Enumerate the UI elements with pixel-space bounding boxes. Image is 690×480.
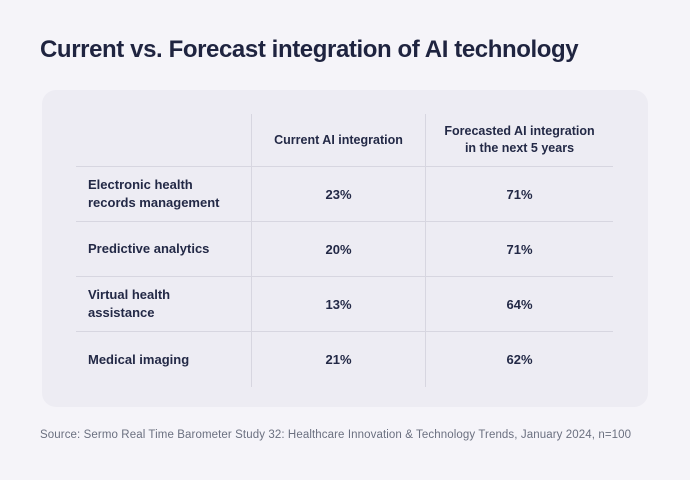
row-label-virtual-health: Virtual health assistance bbox=[76, 277, 251, 332]
value-medical-imaging-forecast: 62% bbox=[425, 332, 613, 387]
value-predictive-analytics-forecast: 71% bbox=[425, 222, 613, 277]
column-header-current: Current AI integration bbox=[251, 114, 425, 167]
column-header-forecast: Forecasted AI integration in the next 5 … bbox=[425, 114, 613, 167]
column-header-empty bbox=[76, 114, 251, 167]
value-ehr-current: 23% bbox=[251, 167, 425, 222]
value-virtual-health-current: 13% bbox=[251, 277, 425, 332]
source-citation: Source: Sermo Real Time Barometer Study … bbox=[40, 429, 632, 441]
value-ehr-forecast: 71% bbox=[425, 167, 613, 222]
page-title: Current vs. Forecast integration of AI t… bbox=[40, 36, 579, 63]
row-label-ehr: Electronic health records management bbox=[76, 167, 251, 222]
table-card: Current AI integration Forecasted AI int… bbox=[42, 90, 648, 407]
row-label-predictive-analytics: Predictive analytics bbox=[76, 222, 251, 277]
value-predictive-analytics-current: 20% bbox=[251, 222, 425, 277]
value-medical-imaging-current: 21% bbox=[251, 332, 425, 387]
row-label-medical-imaging: Medical imaging bbox=[88, 351, 190, 367]
data-table: Current AI integration Forecasted AI int… bbox=[76, 114, 613, 387]
value-virtual-health-forecast: 64% bbox=[425, 277, 613, 332]
column-header-forecast-label: Forecasted AI integration in the next 5 … bbox=[444, 124, 595, 155]
